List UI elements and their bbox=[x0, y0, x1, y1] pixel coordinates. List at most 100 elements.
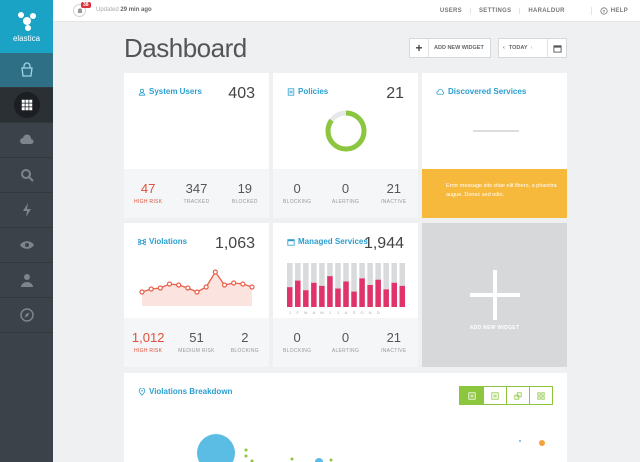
line-point bbox=[249, 284, 255, 290]
add-widget-tile[interactable]: ADD NEW WIDGET bbox=[422, 223, 567, 367]
bar-tick-label: J bbox=[289, 310, 291, 315]
stat-medium-risk[interactable]: 51 MEDIUM RISK bbox=[172, 318, 220, 367]
stat-blocking[interactable]: 2 BLOCKING bbox=[221, 318, 269, 367]
search-icon bbox=[20, 169, 34, 182]
stat-blocked[interactable]: 19 BLOCKED bbox=[221, 169, 269, 218]
violations-card[interactable]: Violations 1,063 1,012 HIGH RISK 51 MEDIUM… bbox=[124, 223, 269, 367]
policies-total: 21 bbox=[386, 85, 404, 102]
stat-blocking[interactable]: 0 BLOCKING bbox=[273, 169, 321, 218]
large-plus-icon bbox=[470, 270, 520, 320]
view-list-button[interactable] bbox=[460, 387, 483, 404]
next-day-button[interactable]: › bbox=[530, 45, 533, 51]
user-icon bbox=[20, 274, 33, 287]
error-message: Error message sits vitae elit libero, a … bbox=[422, 169, 567, 218]
bar-background bbox=[319, 263, 325, 307]
violations-total: 1,063 bbox=[214, 235, 255, 252]
bar-tick-label: M bbox=[304, 310, 307, 315]
sidebar-item-cloud[interactable] bbox=[0, 123, 53, 158]
user-menu-link[interactable]: HARALDUR bbox=[519, 8, 572, 14]
view-table-button[interactable] bbox=[483, 387, 506, 404]
bar-tick-label: J bbox=[337, 310, 339, 315]
stat-inactive[interactable]: 21 INACTIVE bbox=[370, 169, 418, 218]
line-point bbox=[212, 269, 218, 275]
managed-services-stats: 0 BLOCKING 0 ALERTING 21 INACTIVE bbox=[273, 318, 418, 367]
page-title: Dashboard bbox=[124, 33, 247, 63]
brand-logo[interactable]: elastica bbox=[0, 0, 53, 53]
calendar-outline-icon bbox=[287, 238, 295, 246]
sidebar-item-search[interactable] bbox=[0, 158, 53, 193]
help-link[interactable]: ? HELP bbox=[590, 7, 640, 15]
stat-tracked[interactable]: 347 TRACKED bbox=[172, 169, 220, 218]
elastica-logo-icon bbox=[17, 12, 36, 31]
bar bbox=[391, 282, 397, 307]
stat-alerting[interactable]: 0 ALERTING bbox=[321, 169, 369, 218]
cloud-outline-icon bbox=[436, 88, 445, 95]
sidebar-item-dashboard[interactable] bbox=[0, 88, 53, 123]
bar-background bbox=[399, 263, 405, 307]
violations-stats: 1,012 HIGH RISK 51 MEDIUM RISK 2 BLOCKING bbox=[124, 318, 269, 367]
line-point bbox=[203, 284, 209, 290]
bar bbox=[311, 282, 317, 307]
stat-alerting[interactable]: 0 ALERTING bbox=[321, 318, 369, 367]
view-bubble-button[interactable] bbox=[506, 387, 529, 404]
sidebar: elastica bbox=[0, 0, 53, 462]
stat-high-risk[interactable]: 1,012 HIGH RISK bbox=[124, 318, 172, 367]
stat-high-risk[interactable]: 47 HIGH RISK bbox=[124, 169, 172, 218]
view-grid-button[interactable] bbox=[529, 387, 552, 404]
sidebar-item-activity[interactable] bbox=[0, 193, 53, 228]
bar bbox=[383, 289, 389, 307]
line-point bbox=[157, 285, 163, 291]
system-users-card[interactable]: System Users 403 47 HIGH RISK 347 TRACKED … bbox=[124, 73, 269, 218]
add-widget-label: ADD NEW WIDGET bbox=[434, 45, 484, 51]
eye-icon bbox=[19, 241, 34, 249]
users-link[interactable]: USERS bbox=[439, 8, 462, 14]
line-point bbox=[148, 286, 154, 292]
today-button[interactable]: TODAY bbox=[508, 45, 528, 51]
calendar-button[interactable] bbox=[547, 39, 566, 57]
stat-label: BLOCKING bbox=[283, 199, 312, 205]
stat-value: 21 bbox=[386, 330, 402, 345]
sidebar-item-users[interactable] bbox=[0, 263, 53, 298]
stat-inactive[interactable]: 21 INACTIVE bbox=[370, 318, 418, 367]
stat-value: 1,012 bbox=[131, 330, 165, 345]
stat-value: 347 bbox=[185, 181, 208, 196]
stat-value: 0 bbox=[293, 330, 301, 345]
line-point bbox=[176, 282, 182, 288]
view-mode-toggle bbox=[459, 386, 553, 405]
notification-count-badge: 38 bbox=[81, 2, 91, 8]
add-widget-button[interactable]: + ADD NEW WIDGET bbox=[409, 38, 491, 58]
bar-tick-label: M bbox=[320, 310, 323, 315]
bar bbox=[319, 285, 325, 307]
settings-link[interactable]: SETTINGS bbox=[469, 8, 519, 14]
stat-label: TRACKED bbox=[183, 199, 210, 205]
violations-line-chart bbox=[139, 269, 255, 306]
calendar-icon bbox=[552, 44, 562, 53]
discovered-services-card[interactable]: Discovered Services Error message sits v… bbox=[422, 73, 567, 218]
user-outline-icon bbox=[138, 88, 146, 96]
notifications-button[interactable]: 38 bbox=[73, 2, 91, 17]
sidebar-item-monitor[interactable] bbox=[0, 228, 53, 263]
bubble bbox=[244, 454, 248, 458]
stat-blocking[interactable]: 0 BLOCKING bbox=[273, 318, 321, 367]
system-users-total: 403 bbox=[228, 85, 255, 102]
date-navigator: ‹ TODAY › bbox=[498, 38, 567, 58]
bar bbox=[335, 288, 341, 307]
discovered-services-title: Discovered Services bbox=[436, 87, 526, 96]
bubble-icon bbox=[514, 391, 522, 400]
stat-label: BLOCKING bbox=[230, 348, 259, 354]
stat-label: INACTIVE bbox=[381, 348, 407, 354]
bar bbox=[295, 280, 301, 307]
stat-value: 21 bbox=[386, 181, 402, 196]
system-users-title: System Users bbox=[138, 87, 202, 96]
line-point bbox=[231, 280, 237, 286]
breakdown-bubble-chart bbox=[197, 434, 545, 462]
policies-card[interactable]: Policies 21 0 BLOCKING 0 ALERTING 21 INACTI… bbox=[273, 73, 418, 218]
sidebar-item-store[interactable] bbox=[0, 53, 53, 88]
discovered-services-label: Discovered Services bbox=[448, 87, 527, 96]
previous-day-button[interactable]: ‹ bbox=[503, 45, 505, 51]
stat-label: INACTIVE bbox=[381, 199, 407, 205]
sidebar-item-explore[interactable] bbox=[0, 298, 53, 333]
bar-tick-label: O bbox=[361, 310, 364, 315]
line-point bbox=[139, 289, 145, 295]
